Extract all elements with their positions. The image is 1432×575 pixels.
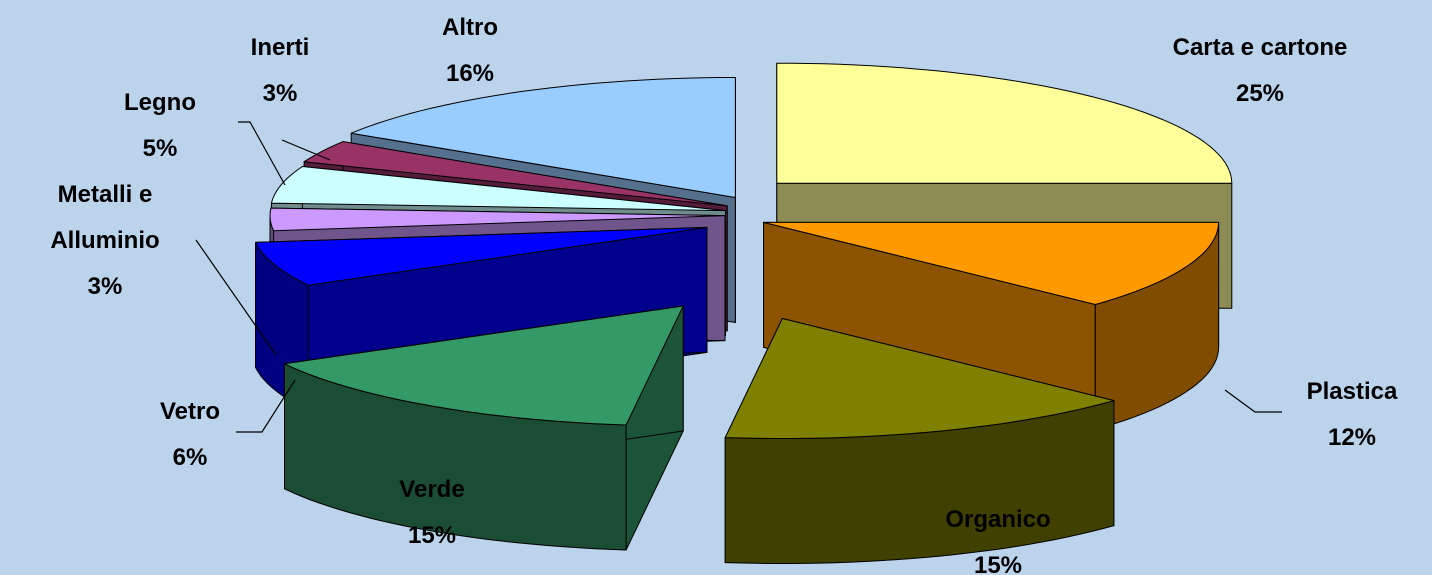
leader-line [236, 379, 296, 433]
slice-value: 15% [407, 522, 457, 549]
slice-top [724, 318, 1115, 439]
slice-label: Legno 5% [124, 80, 196, 172]
slice-name: Plastica [1306, 378, 1398, 405]
slice-label: Vetro 6% [160, 389, 220, 481]
slice-label: Carta e cartone 25% [1173, 25, 1348, 117]
slice-name: Organico [945, 506, 1051, 533]
slice-name: Vetro [159, 398, 221, 425]
leader-line [281, 139, 331, 161]
slice-top [763, 221, 1220, 305]
slice-top [270, 166, 726, 212]
slice-label: Altro 16% [442, 5, 498, 97]
leader-line [238, 121, 286, 186]
leader-lines [195, 121, 1282, 433]
slice [284, 305, 684, 551]
slice-top [303, 141, 728, 207]
slice [763, 221, 1220, 430]
slice-value: 12% [1327, 424, 1377, 451]
leader-line [195, 239, 277, 356]
slice-label: Organico 15% [945, 497, 1050, 575]
slice-name: Inerti [250, 34, 310, 61]
slice-value: 5% [142, 135, 178, 162]
slice-name: Carta e cartone [1172, 34, 1348, 61]
slice-label: Inerti 3% [251, 25, 310, 117]
slice-top [255, 226, 708, 286]
slice [724, 318, 1115, 564]
slice-value: 3% [262, 80, 298, 107]
slice-value: 6% [172, 444, 208, 471]
slice-top [776, 62, 1233, 184]
leader-line [1224, 389, 1282, 413]
slice-label: Metalli e Alluminio 3% [10, 172, 200, 310]
slice-label: Plastica 12% [1307, 369, 1398, 461]
slice-name: Verde [399, 476, 465, 503]
slice-value: 15% [973, 552, 1023, 575]
slice-name: Altro [442, 14, 498, 41]
slice-value: 25% [1235, 80, 1285, 107]
slice-value: 3% [87, 273, 123, 300]
slice-name: Metalli e Alluminio [50, 181, 160, 254]
slice-label: Verde 15% [399, 467, 464, 559]
slice-top [350, 77, 736, 198]
slice-top [269, 207, 726, 232]
slice-name: Legno [124, 89, 196, 116]
slice-top [284, 305, 684, 426]
slice-value: 16% [445, 60, 495, 87]
